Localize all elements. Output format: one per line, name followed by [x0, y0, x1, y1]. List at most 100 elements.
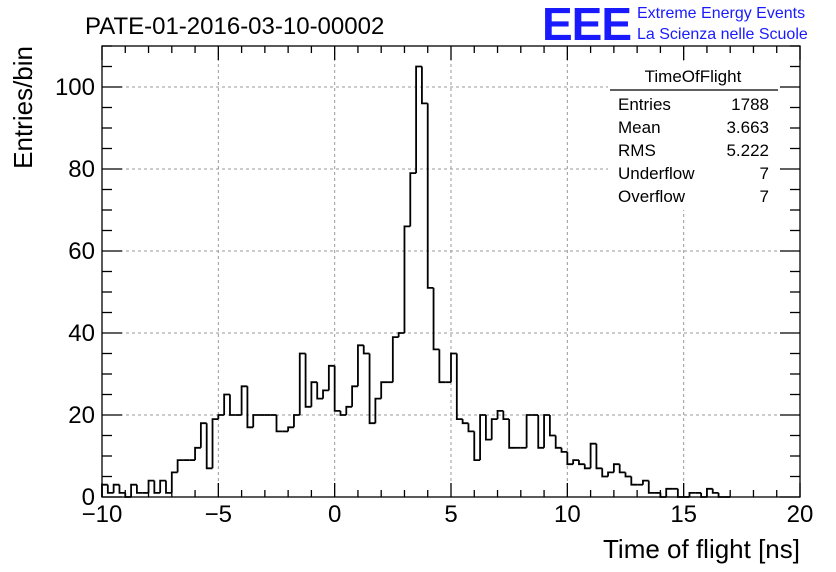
histogram-bin: [496, 410, 504, 420]
histogram-bin: [647, 480, 655, 494]
x-tick-labels: −10 −5 0 5 10 15 20: [82, 501, 814, 528]
histogram-bin: [275, 415, 283, 433]
histogram-bin: [688, 492, 696, 497]
stats-label: Entries: [618, 95, 671, 114]
x-tick-label: −5: [205, 501, 232, 528]
y-tick-label: 80: [68, 156, 95, 183]
histogram-bin: [351, 385, 358, 407]
histogram-bin: [479, 414, 486, 461]
histogram-bin: [223, 393, 230, 415]
histogram-bin: [287, 426, 294, 432]
histogram-bin: [438, 349, 446, 384]
histogram-bin: [153, 480, 161, 494]
y-tick-label: 0: [82, 484, 95, 511]
histogram-bin: [595, 443, 603, 470]
histogram-bin: [554, 435, 562, 449]
x-tick-label: 20: [787, 501, 814, 528]
histogram-bin: [409, 172, 417, 227]
x-tick-label: 0: [328, 501, 341, 528]
x-tick-label: 15: [670, 501, 697, 528]
eee-logo: EEE Extreme Energy Events La Scienza nel…: [542, 0, 808, 50]
histogram-bin: [205, 423, 213, 470]
chart-title: PATE-01-2016-03-10-00002: [85, 13, 384, 40]
histogram-bin: [252, 414, 260, 428]
histogram-bin: [450, 352, 457, 383]
histogram-bin: [136, 484, 143, 494]
histogram-bin: [566, 451, 574, 466]
histogram-bin: [246, 386, 254, 429]
x-tick-label: 10: [554, 501, 581, 528]
histogram-bin: [112, 483, 120, 493]
histogram-bin: [397, 332, 405, 338]
histogram-bin: [229, 394, 236, 416]
histogram-bin: [502, 410, 510, 420]
histogram-bin: [607, 471, 614, 477]
histogram-bin: [380, 381, 388, 399]
histogram-bin: [624, 472, 632, 478]
stats-label: Overflow: [618, 187, 686, 206]
histogram-bin: [461, 419, 469, 425]
histogram-bin: [415, 65, 422, 174]
histogram-bin: [339, 410, 347, 416]
y-tick-label: 60: [68, 238, 95, 265]
stats-value: 7: [760, 187, 769, 206]
histogram-bin: [199, 422, 207, 448]
histogram-bin: [676, 488, 684, 498]
x-axis-label: Time of flight [ns]: [603, 534, 800, 564]
eee-logo-line2: La Scienza nelle Scuole: [637, 26, 808, 43]
histogram-bin: [316, 382, 324, 400]
histogram-bin: [165, 480, 172, 494]
histogram-bin: [560, 447, 568, 453]
histogram-bin: [572, 459, 579, 465]
histogram-bin: [612, 463, 620, 473]
histogram-bin: [583, 464, 591, 470]
histogram-bin: [485, 415, 492, 441]
stats-label: Mean: [618, 118, 661, 137]
stats-value: 7: [760, 164, 769, 183]
histogram-bin: [293, 414, 300, 428]
histogram-bin: [589, 442, 597, 469]
y-tick-labels: 0 20 40 60 80 100: [55, 74, 95, 511]
histogram-bin: [106, 484, 114, 494]
histogram-bin: [426, 103, 434, 289]
histogram-bin: [362, 345, 370, 355]
histogram-bin: [217, 414, 225, 420]
histogram-bin: [322, 389, 329, 399]
histogram-bin: [421, 66, 428, 105]
axis-ticks: [101, 45, 801, 498]
histogram-bin: [391, 336, 399, 383]
histogram-bin: [159, 479, 166, 493]
x-tick-label: −10: [82, 501, 123, 528]
histogram-bin: [374, 397, 382, 424]
histogram-bin: [642, 479, 649, 485]
histogram-bin: [327, 364, 335, 391]
histogram-bin: [170, 471, 178, 493]
histogram-bin: [473, 431, 481, 461]
histogram-bin: [304, 353, 312, 408]
histogram-bin: [176, 459, 184, 473]
histogram-bin: [403, 225, 411, 333]
histogram-bin: [490, 418, 498, 440]
histogram-bin: [467, 423, 475, 433]
histogram-bin: [537, 415, 545, 449]
histogram-bin: [630, 476, 638, 486]
stats-value: 3.663: [726, 118, 769, 137]
stats-value: 1788: [731, 95, 769, 114]
histogram-bin: [211, 418, 219, 469]
x-tick-label: 5: [444, 501, 457, 528]
histogram-bin: [578, 460, 585, 466]
histogram-bin: [310, 381, 318, 407]
y-tick-label: 20: [68, 402, 95, 429]
eee-logo-mark: EEE: [542, 0, 631, 50]
histogram-bin: [357, 344, 364, 387]
y-tick-label: 40: [68, 320, 95, 347]
histogram-bin: [525, 414, 533, 448]
histogram-bin: [508, 419, 515, 449]
histogram-bin: [455, 353, 463, 420]
histogram-bin: [194, 446, 201, 461]
y-tick-label: 100: [55, 74, 95, 101]
histogram-bin: [147, 479, 155, 493]
stats-title: TimeOfFlight: [645, 67, 742, 86]
stats-label: RMS: [618, 141, 656, 160]
